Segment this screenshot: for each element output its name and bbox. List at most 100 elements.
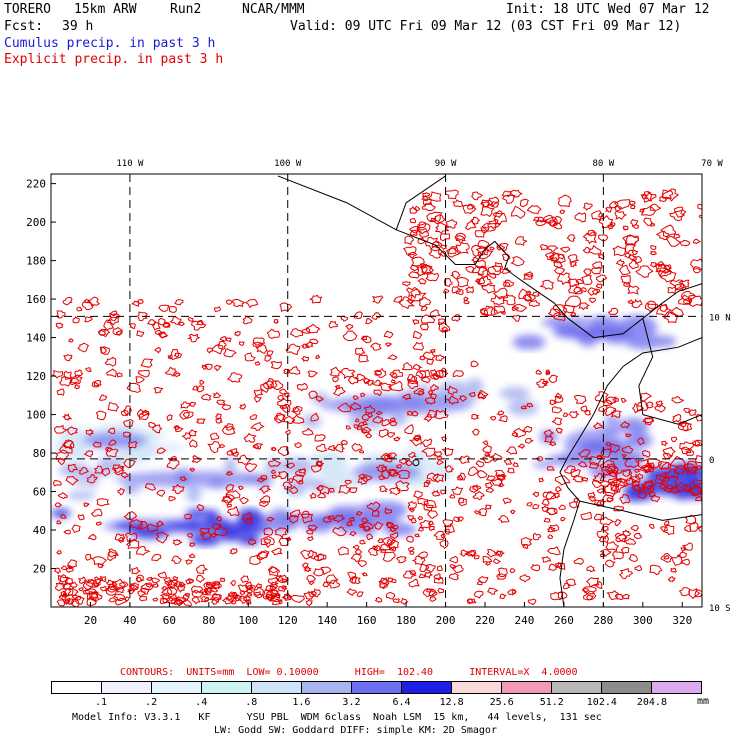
precip-contour bbox=[279, 302, 293, 313]
precip-contour bbox=[79, 466, 90, 475]
precip-contour bbox=[358, 449, 365, 454]
precip-contour bbox=[572, 474, 584, 483]
precip-contour bbox=[172, 538, 183, 546]
precip-contour bbox=[429, 393, 437, 400]
precip-contour bbox=[219, 336, 227, 342]
precip-contour bbox=[473, 554, 480, 560]
precip-contour bbox=[596, 488, 605, 494]
precip-contour bbox=[470, 360, 479, 368]
precip-contour bbox=[252, 341, 264, 348]
precip-contour bbox=[127, 441, 138, 449]
legend-swatch bbox=[452, 682, 502, 693]
precip-contour bbox=[107, 550, 119, 562]
precip-contour bbox=[419, 323, 429, 331]
precip-contour bbox=[586, 577, 600, 588]
precip-contour bbox=[173, 424, 180, 431]
precip-contour bbox=[56, 310, 66, 319]
precip-contour bbox=[290, 594, 305, 603]
precip-contour bbox=[419, 355, 426, 361]
precip-contour bbox=[288, 515, 299, 524]
precip-contour bbox=[425, 588, 432, 593]
precip-contour bbox=[211, 594, 222, 601]
precip-contour bbox=[488, 196, 500, 208]
precip-contour bbox=[496, 242, 509, 253]
precip-contour bbox=[554, 486, 562, 493]
x-tick-label: 220 bbox=[475, 614, 495, 627]
precip-contour bbox=[128, 323, 136, 330]
precip-contour bbox=[373, 521, 384, 530]
precip-contour bbox=[363, 404, 376, 415]
precip-blob bbox=[253, 524, 269, 531]
precip-contour bbox=[664, 468, 680, 479]
legend-swatch bbox=[602, 682, 652, 693]
precip-contour bbox=[429, 349, 436, 353]
precip-contour bbox=[266, 516, 275, 523]
precip-contour bbox=[386, 577, 394, 583]
precip-contour bbox=[687, 294, 702, 307]
precip-contour bbox=[239, 403, 247, 410]
precip-contour bbox=[366, 533, 374, 541]
precip-contour bbox=[312, 568, 325, 577]
precip-contour bbox=[119, 581, 129, 589]
precip-contour bbox=[454, 232, 466, 241]
precip-contour bbox=[384, 454, 390, 460]
precip-contour bbox=[525, 290, 532, 296]
precip-contour bbox=[545, 492, 556, 500]
precip-contour bbox=[662, 446, 676, 457]
x-tick-label: 240 bbox=[515, 614, 535, 627]
precip-contour bbox=[379, 548, 387, 554]
precip-contour bbox=[449, 564, 457, 569]
precip-contour bbox=[56, 599, 66, 607]
precip-contour bbox=[535, 378, 549, 388]
precip-contour bbox=[395, 469, 410, 480]
precip-contour bbox=[610, 409, 622, 418]
precip-contour bbox=[599, 548, 612, 557]
precip-contour bbox=[71, 524, 81, 534]
precip-contour bbox=[106, 368, 117, 378]
precip-contour bbox=[223, 423, 236, 431]
precip-contour bbox=[420, 376, 431, 384]
precip-contour bbox=[627, 285, 640, 295]
precip-contour bbox=[459, 549, 469, 557]
latitude-label: 10 S bbox=[709, 604, 731, 614]
precip-contour bbox=[661, 475, 680, 490]
precip-contour bbox=[489, 452, 503, 463]
precip-contour bbox=[411, 256, 425, 267]
precip-contour bbox=[577, 449, 591, 459]
precip-contour bbox=[180, 401, 191, 409]
precip-contour bbox=[621, 445, 634, 454]
precip-contour bbox=[203, 363, 213, 370]
precip-contour bbox=[417, 221, 427, 229]
precip-contour bbox=[57, 574, 70, 583]
precip-contour bbox=[267, 577, 279, 586]
precip-contour bbox=[639, 392, 652, 402]
precip-contour bbox=[411, 555, 426, 565]
precip-blob bbox=[270, 508, 291, 518]
precip-contour bbox=[67, 559, 78, 569]
precip-contour bbox=[668, 486, 681, 494]
precip-contour bbox=[225, 489, 241, 501]
precip-contour bbox=[375, 410, 384, 416]
precip-contour bbox=[59, 376, 72, 387]
precip-contour bbox=[417, 516, 423, 521]
precip-blob bbox=[356, 523, 377, 536]
precip-contour bbox=[152, 597, 159, 602]
precip-contour bbox=[532, 491, 539, 498]
precip-contour bbox=[463, 296, 469, 301]
precip-contour bbox=[541, 556, 552, 563]
precip-contour bbox=[248, 538, 257, 546]
precip-contour bbox=[511, 314, 521, 322]
precip-contour bbox=[674, 465, 687, 475]
precip-contour bbox=[591, 479, 602, 489]
precip-contour bbox=[285, 536, 292, 541]
precip-contour bbox=[490, 477, 503, 488]
precip-contour bbox=[509, 189, 523, 198]
graticule bbox=[51, 174, 702, 607]
precip-contour bbox=[582, 202, 593, 211]
precip-blob bbox=[389, 412, 408, 427]
x-tick-label: 320 bbox=[672, 614, 692, 627]
precip-contour bbox=[464, 286, 475, 294]
precip-contour bbox=[255, 343, 268, 355]
precip-contour bbox=[58, 575, 68, 586]
precip-contour bbox=[160, 586, 173, 597]
